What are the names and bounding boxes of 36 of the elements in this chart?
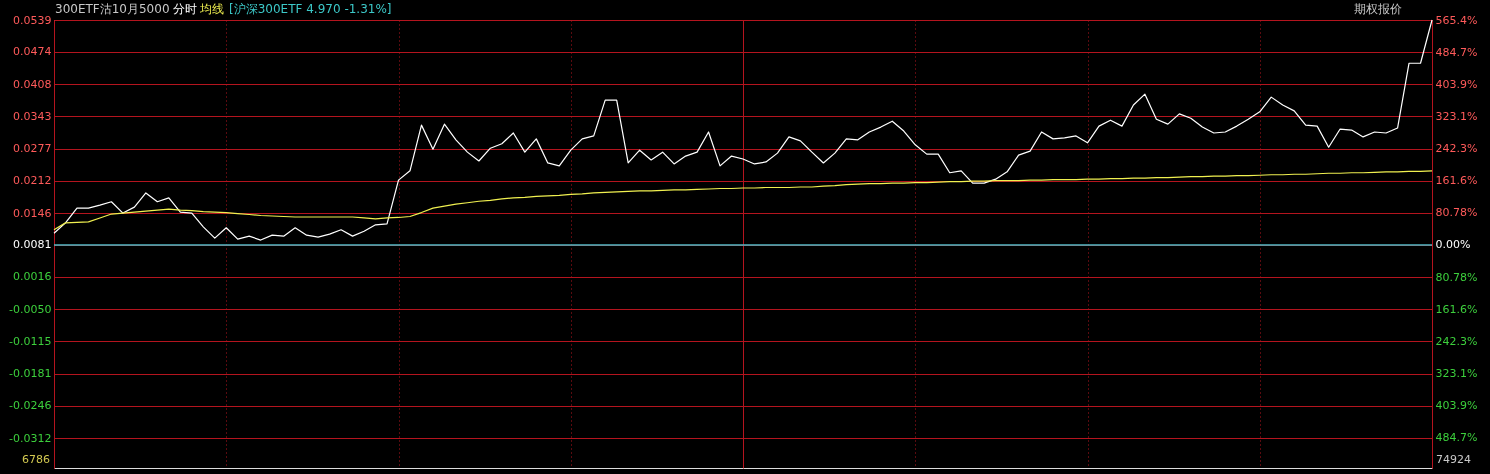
y2-tick-label: 565.4%	[1435, 13, 1478, 27]
line-series	[53, 170, 1433, 231]
y2-tick-label: 80.78%	[1435, 270, 1478, 284]
y-tick-label: -0.0246	[9, 399, 52, 413]
text: 6786	[22, 453, 50, 466]
y-tick-label: 0.0539	[13, 13, 52, 27]
y2-tick-label: 80.78%	[1435, 206, 1478, 220]
text: [沪深300ETF 4.970 -1.31%]	[229, 2, 392, 16]
y-tick-label: 0.0277	[13, 142, 52, 156]
text: 分时	[173, 2, 197, 16]
y2-tick-label: 323.1%	[1435, 109, 1478, 123]
y-tick-label: 0.0146	[13, 206, 52, 220]
y2-tick-label: 161.6%	[1435, 302, 1478, 316]
y2-tick-label: 242.3%	[1435, 334, 1478, 348]
y-tick-label: -0.0115	[9, 334, 52, 348]
y2-tick-label: 242.3%	[1435, 142, 1478, 156]
text: 期权报价	[1354, 2, 1402, 16]
text: 74924	[1436, 453, 1471, 466]
y-tick-label: 0.0081	[13, 238, 52, 252]
y2-tick-label: 403.9%	[1435, 77, 1478, 91]
y2-tick-label: 484.7%	[1435, 45, 1478, 59]
y-tick-label: -0.0050	[9, 302, 52, 316]
y-tick-label: -0.0312	[9, 431, 52, 445]
chart-title: 300ETF沽10月5000	[55, 2, 170, 16]
y-tick-label: 0.0474	[13, 45, 52, 59]
y-tick-label: 0.0343	[13, 109, 52, 123]
text: 均线	[199, 2, 224, 16]
y-tick-label: -0.0181	[9, 367, 52, 381]
y2-tick-label: 323.1%	[1435, 367, 1478, 381]
y2-tick-label: 0.00%	[1435, 238, 1471, 252]
y2-tick-label: 484.7%	[1435, 431, 1478, 445]
y-tick-label: 0.0212	[13, 174, 52, 188]
y-tick-label: 0.0016	[13, 270, 52, 284]
y2-tick-label: 161.6%	[1435, 174, 1478, 188]
y-tick-label: 0.0408	[13, 77, 52, 91]
y2-tick-label: 403.9%	[1435, 399, 1478, 413]
